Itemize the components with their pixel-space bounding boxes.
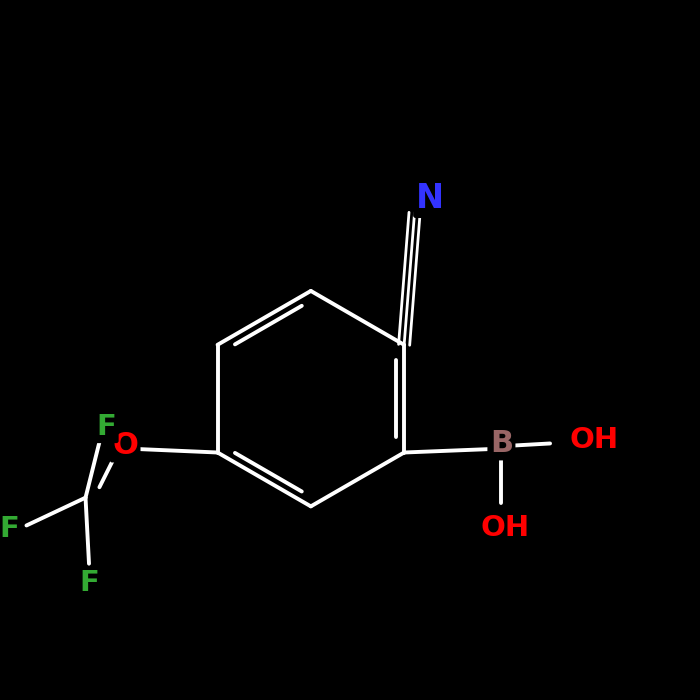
Text: B: B (490, 429, 513, 458)
Text: F: F (79, 569, 99, 597)
Text: OH: OH (570, 426, 619, 454)
Text: F: F (97, 413, 116, 441)
Text: F: F (0, 515, 19, 543)
Text: O: O (112, 431, 138, 460)
Text: OH: OH (480, 514, 529, 542)
Text: N: N (416, 183, 444, 216)
